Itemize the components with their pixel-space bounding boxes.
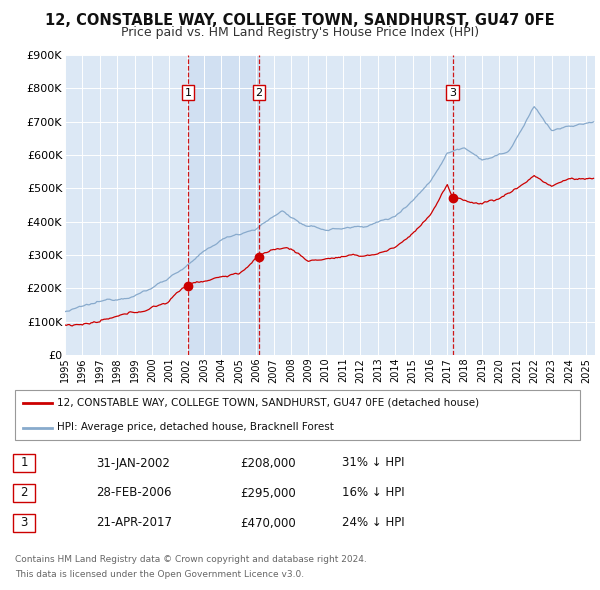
- Text: 3: 3: [20, 516, 28, 529]
- Text: 24% ↓ HPI: 24% ↓ HPI: [342, 516, 404, 529]
- Text: Price paid vs. HM Land Registry's House Price Index (HPI): Price paid vs. HM Land Registry's House …: [121, 26, 479, 39]
- Text: 21-APR-2017: 21-APR-2017: [96, 516, 172, 529]
- Text: 12, CONSTABLE WAY, COLLEGE TOWN, SANDHURST, GU47 0FE (detached house): 12, CONSTABLE WAY, COLLEGE TOWN, SANDHUR…: [58, 398, 479, 408]
- Text: 31-JAN-2002: 31-JAN-2002: [96, 457, 170, 470]
- Text: 3: 3: [449, 87, 456, 97]
- Text: 2: 2: [20, 487, 28, 500]
- Bar: [188, 55, 259, 355]
- Text: 2: 2: [256, 87, 262, 97]
- Text: 16% ↓ HPI: 16% ↓ HPI: [342, 487, 404, 500]
- Text: £470,000: £470,000: [240, 516, 296, 529]
- Text: 1: 1: [20, 457, 28, 470]
- Text: 12, CONSTABLE WAY, COLLEGE TOWN, SANDHURST, GU47 0FE: 12, CONSTABLE WAY, COLLEGE TOWN, SANDHUR…: [45, 13, 555, 28]
- Text: HPI: Average price, detached house, Bracknell Forest: HPI: Average price, detached house, Brac…: [58, 422, 334, 432]
- Text: 28-FEB-2006: 28-FEB-2006: [96, 487, 172, 500]
- Text: £295,000: £295,000: [240, 487, 296, 500]
- Text: Contains HM Land Registry data © Crown copyright and database right 2024.: Contains HM Land Registry data © Crown c…: [15, 555, 367, 564]
- Text: 31% ↓ HPI: 31% ↓ HPI: [342, 457, 404, 470]
- Text: 1: 1: [185, 87, 191, 97]
- Text: This data is licensed under the Open Government Licence v3.0.: This data is licensed under the Open Gov…: [15, 570, 304, 579]
- Text: £208,000: £208,000: [240, 457, 296, 470]
